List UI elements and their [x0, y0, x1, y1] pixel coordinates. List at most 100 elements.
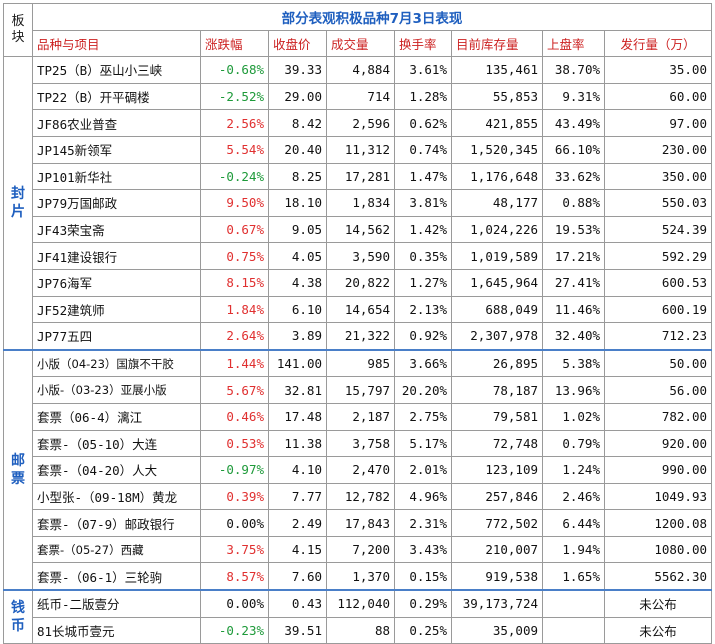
listing-rate-cell — [542, 589, 605, 618]
item-name: JP145新领军 — [32, 135, 201, 164]
table-row: JF52建筑师 1.84% 6.10 14,654 2.13% 688,049 11.46%… — [4, 295, 712, 324]
close-price-cell: 4.38 — [268, 268, 327, 297]
item-name: 81长城币壹元 — [32, 616, 201, 644]
stock-cell: 688,049 — [451, 295, 543, 324]
table-row: JP145新领军 5.54% 20.40 11,312 0.74% 1,520,345 66… — [4, 135, 712, 164]
item-name: JF41建设银行 — [32, 242, 201, 270]
table-title: 部分表观积极品种7月3日表现 — [32, 3, 712, 31]
turnover-cell: 0.92% — [394, 322, 452, 351]
close-price-cell: 39.33 — [268, 56, 327, 84]
change-cell: -0.97% — [200, 456, 269, 484]
volume-cell: 20,822 — [326, 268, 395, 297]
table-row: 套票-（04-20）人大 -0.97% 4.10 2,470 2.01% 123,109 1… — [4, 456, 712, 484]
item-name: 小版（04-23）国旗不干胶 — [32, 348, 201, 378]
table-row: 套票（06-4）漓江 0.46% 17.48 2,187 2.75% 79,581 1.02… — [4, 402, 712, 431]
listing-rate-cell — [542, 616, 605, 644]
volume-cell: 15,797 — [326, 376, 395, 404]
turnover-cell: 0.74% — [394, 135, 452, 164]
issue-volume-cell: 990.00 — [604, 456, 712, 484]
stock-cell: 72,748 — [451, 429, 543, 458]
item-name: JP76海军 — [32, 268, 201, 297]
item-name: 套票（06-4）漓江 — [32, 402, 201, 431]
listing-rate-cell: 5.38% — [542, 348, 605, 378]
stock-cell: 123,109 — [451, 456, 543, 484]
stock-cell: 257,846 — [451, 482, 543, 511]
close-price-cell: 20.40 — [268, 135, 327, 164]
table-row: 套票-（07-9）邮政银行 0.00% 2.49 17,843 2.31% 772,502… — [4, 509, 712, 537]
listing-rate-cell: 17.21% — [542, 242, 605, 270]
turnover-cell: 3.61% — [394, 56, 452, 84]
change-cell: 2.64% — [200, 322, 269, 351]
issue-volume-cell: 600.19 — [604, 295, 712, 324]
listing-rate-cell: 32.40% — [542, 322, 605, 351]
listing-rate-cell: 38.70% — [542, 56, 605, 84]
table-row: 邮票小版（04-23）国旗不干胶 1.44% 141.00 985 3.66% 26,89… — [3, 348, 712, 591]
item-name: 套票-（04-20）人大 — [32, 456, 201, 484]
turnover-cell: 3.66% — [394, 348, 452, 378]
stock-cell: 1,176,648 — [451, 162, 543, 191]
listing-rate-cell: 6.44% — [542, 509, 605, 537]
volume-cell: 2,596 — [326, 109, 395, 137]
header-row: 品种与项目 涨跌幅 收盘价 成交量 换手率 目前库存量 上盘率 发行量（万） — [4, 29, 712, 58]
issue-volume-cell: 712.23 — [604, 322, 712, 351]
volume-cell: 14,562 — [326, 215, 395, 244]
issue-volume-cell: 230.00 — [604, 135, 712, 164]
column-header: 上盘率 — [542, 29, 605, 58]
table-row: 81长城币壹元 -0.23% 39.51 88 0.25% 35,009 未公布 — [4, 616, 712, 644]
item-name: 套票-（07-9）邮政银行 — [32, 509, 201, 537]
turnover-cell: 0.62% — [394, 109, 452, 137]
change-cell: 9.50% — [200, 189, 269, 217]
volume-cell: 4,884 — [326, 56, 395, 84]
close-price-cell: 6.10 — [268, 295, 327, 324]
category-label: 邮票 — [3, 348, 33, 591]
turnover-cell: 1.27% — [394, 268, 452, 297]
close-price-cell: 29.00 — [268, 82, 327, 111]
column-header: 目前库存量 — [451, 29, 543, 58]
table-row: 小版-（03-23）亚展小版 5.67% 32.81 15,797 20.20% 78,1… — [4, 376, 712, 404]
volume-cell: 17,843 — [326, 509, 395, 537]
volume-cell: 2,470 — [326, 456, 395, 484]
turnover-cell: 2.13% — [394, 295, 452, 324]
item-name: JP79万国邮政 — [32, 189, 201, 217]
title-row: 板块 部分表观积极品种7月3日表现 — [3, 2, 712, 58]
change-cell: 0.00% — [200, 509, 269, 537]
issue-volume-cell: 782.00 — [604, 402, 712, 431]
turnover-cell: 5.17% — [394, 429, 452, 458]
close-price-cell: 17.48 — [268, 402, 327, 431]
close-price-cell: 8.25 — [268, 162, 327, 191]
change-cell: 5.54% — [200, 135, 269, 164]
issue-volume-cell: 5562.30 — [604, 562, 712, 591]
table-row: 封片 TP25（B）巫山小三峡 -0.68% 39.33 4,884 3.61% 135,4… — [3, 56, 712, 351]
change-cell: 3.75% — [200, 535, 269, 564]
table-row: JF86农业普查 2.56% 8.42 2,596 0.62% 421,855 43.49%… — [4, 109, 712, 137]
close-price-cell: 7.77 — [268, 482, 327, 511]
stock-cell: 210,007 — [451, 535, 543, 564]
turnover-cell: 20.20% — [394, 376, 452, 404]
item-name: JP77五四 — [32, 322, 201, 351]
listing-rate-cell: 2.46% — [542, 482, 605, 511]
stock-cell: 1,019,589 — [451, 242, 543, 270]
issue-volume-cell: 920.00 — [604, 429, 712, 458]
item-name: JF43荣宝斋 — [32, 215, 201, 244]
close-price-cell: 4.15 — [268, 535, 327, 564]
item-name: TP25（B）巫山小三峡 — [32, 56, 201, 84]
turnover-cell: 1.42% — [394, 215, 452, 244]
change-cell: 0.67% — [200, 215, 269, 244]
change-cell: 1.44% — [200, 348, 269, 378]
issue-volume-cell: 600.53 — [604, 268, 712, 297]
listing-rate-cell: 1.65% — [542, 562, 605, 591]
turnover-cell: 0.35% — [394, 242, 452, 270]
change-cell: -0.68% — [200, 56, 269, 84]
close-price-cell: 7.60 — [268, 562, 327, 591]
close-price-cell: 8.42 — [268, 109, 327, 137]
issue-volume-cell: 97.00 — [604, 109, 712, 137]
change-cell: -0.23% — [200, 616, 269, 644]
stock-cell: 1,645,964 — [451, 268, 543, 297]
listing-rate-cell: 11.46% — [542, 295, 605, 324]
item-name: 套票-（05-10）大连 — [32, 429, 201, 458]
category-label: 封片 — [3, 56, 33, 351]
turnover-cell: 3.43% — [394, 535, 452, 564]
turnover-cell: 2.75% — [394, 402, 452, 431]
column-header: 收盘价 — [268, 29, 327, 58]
listing-rate-cell: 19.53% — [542, 215, 605, 244]
